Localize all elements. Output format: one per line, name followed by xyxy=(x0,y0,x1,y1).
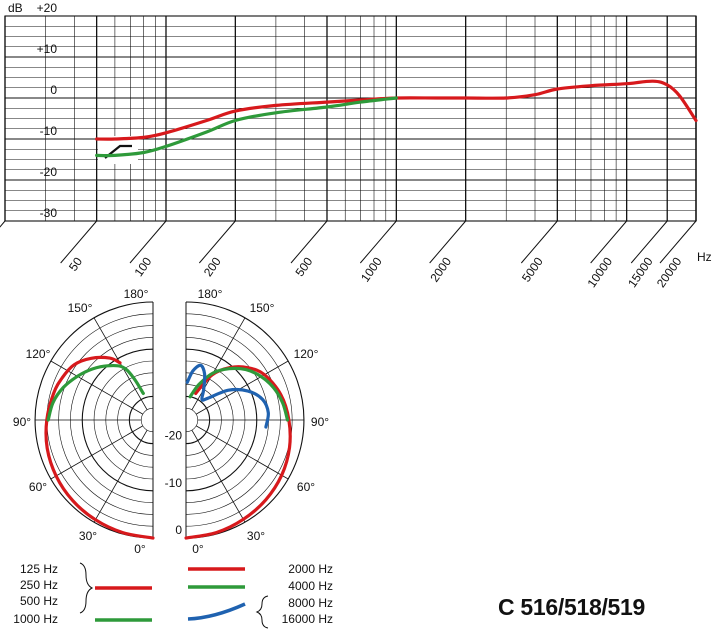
x-tick-mark xyxy=(659,220,697,264)
legend-label: 1000 Hz xyxy=(13,612,58,626)
x-tick-mark xyxy=(359,220,397,264)
x-tick-label: 20000 xyxy=(654,254,685,290)
x-tick-label: 2000 xyxy=(427,254,454,284)
x-axis-label: Hz xyxy=(697,250,712,264)
polar-spoke xyxy=(50,360,143,415)
x-tick-label: 100 xyxy=(131,254,154,279)
fr-series-red xyxy=(95,79,698,141)
polar-radial-labels: 0 -10 -20 xyxy=(165,429,183,537)
angle-label: 180° xyxy=(198,287,223,301)
polar-ring xyxy=(185,407,199,433)
polar-curve-right-blue xyxy=(185,363,270,429)
y-tick-label: +20 xyxy=(37,1,58,15)
angle-label: 120° xyxy=(294,347,319,361)
legend-label: 2000 Hz xyxy=(288,562,333,576)
polar-spoke xyxy=(191,430,246,523)
x-tick-mark xyxy=(429,220,467,264)
legend-label: 16000 Hz xyxy=(282,612,333,626)
legend-label: 250 Hz xyxy=(20,578,58,592)
polar-pattern-chart: 0° 0° 30° 30° 60° 60° 90° 90° 120° 120° 150° 150° 18… xyxy=(13,287,329,556)
polar-curve-right-green xyxy=(188,366,290,422)
fr-x-axis: 2050100200500100020005000100001500020000… xyxy=(0,220,712,290)
polar-spoke xyxy=(93,430,148,523)
legend-brace xyxy=(79,562,94,614)
legend-label: 500 Hz xyxy=(20,594,58,608)
polar-spoke xyxy=(50,425,143,480)
angle-label: 90° xyxy=(13,415,31,429)
angle-label: 120° xyxy=(26,347,51,361)
y-tick-label: -30 xyxy=(40,206,58,220)
angle-label: 30° xyxy=(247,529,265,543)
angle-label: 180° xyxy=(124,287,149,301)
x-tick-mark xyxy=(129,220,167,264)
polar-spoke xyxy=(196,425,289,480)
legend-label: 125 Hz xyxy=(20,562,58,576)
x-tick-label: 1000 xyxy=(358,254,385,284)
angle-label: 60° xyxy=(297,480,315,494)
x-tick-label: 15000 xyxy=(625,254,656,290)
polar-spoke xyxy=(196,360,289,415)
x-tick-label: 500 xyxy=(292,254,315,279)
angle-label: 150° xyxy=(68,301,93,315)
y-tick-label: +10 xyxy=(37,42,58,56)
angle-label: 0° xyxy=(192,542,204,556)
radial-label: 0 xyxy=(175,523,182,537)
polar-right-half xyxy=(185,301,305,539)
angle-label: 150° xyxy=(250,301,275,315)
polar-ring xyxy=(140,407,154,433)
x-tick-mark xyxy=(630,220,668,264)
polar-angle-labels: 0° 0° 30° 30° 60° 60° 90° 90° 120° 120° 150° 150° 18… xyxy=(13,287,329,556)
y-axis-label: dB xyxy=(8,1,23,15)
fr-series-green xyxy=(95,96,398,158)
frequency-response-chart: +20+100-10-20-30dB2050100200500100020005… xyxy=(0,1,712,290)
radial-label: -10 xyxy=(165,476,183,490)
y-tick-label: 0 xyxy=(50,83,57,97)
x-tick-mark xyxy=(198,220,236,264)
angle-label: 60° xyxy=(29,480,47,494)
polar-curve-left-green xyxy=(46,363,145,422)
legend-label: 8000 Hz xyxy=(288,596,333,610)
x-tick-mark xyxy=(60,220,98,264)
radial-label: -20 xyxy=(165,429,183,443)
x-tick-mark xyxy=(290,220,328,264)
x-tick-mark xyxy=(520,220,558,264)
x-tick-label: 200 xyxy=(201,254,224,279)
polar-left-half xyxy=(34,301,154,539)
frequency-legend: 125 Hz 250 Hz 500 Hz 1000 Hz 2000 Hz 4000 Hz 8… xyxy=(13,562,333,629)
x-tick-mark xyxy=(0,220,6,228)
legend-swatch xyxy=(187,602,246,621)
legend-brace xyxy=(255,595,269,629)
fr-y-axis: +20 +10 0 -10 -20 -30 dB xyxy=(8,1,57,220)
x-tick-label: 10000 xyxy=(585,254,616,290)
fr-grid xyxy=(4,15,697,222)
model-title: C 516/518/519 xyxy=(498,594,646,620)
x-tick-label: 5000 xyxy=(519,254,546,284)
y-tick-label: -20 xyxy=(40,165,58,179)
x-tick-mark xyxy=(590,220,628,264)
legend-label: 4000 Hz xyxy=(288,579,333,593)
polar-spoke xyxy=(191,317,246,410)
angle-label: 30° xyxy=(79,529,97,543)
y-tick-label: -10 xyxy=(40,124,58,138)
angle-label: 0° xyxy=(134,542,146,556)
angle-label: 90° xyxy=(311,415,329,429)
x-tick-label: 50 xyxy=(66,254,85,273)
